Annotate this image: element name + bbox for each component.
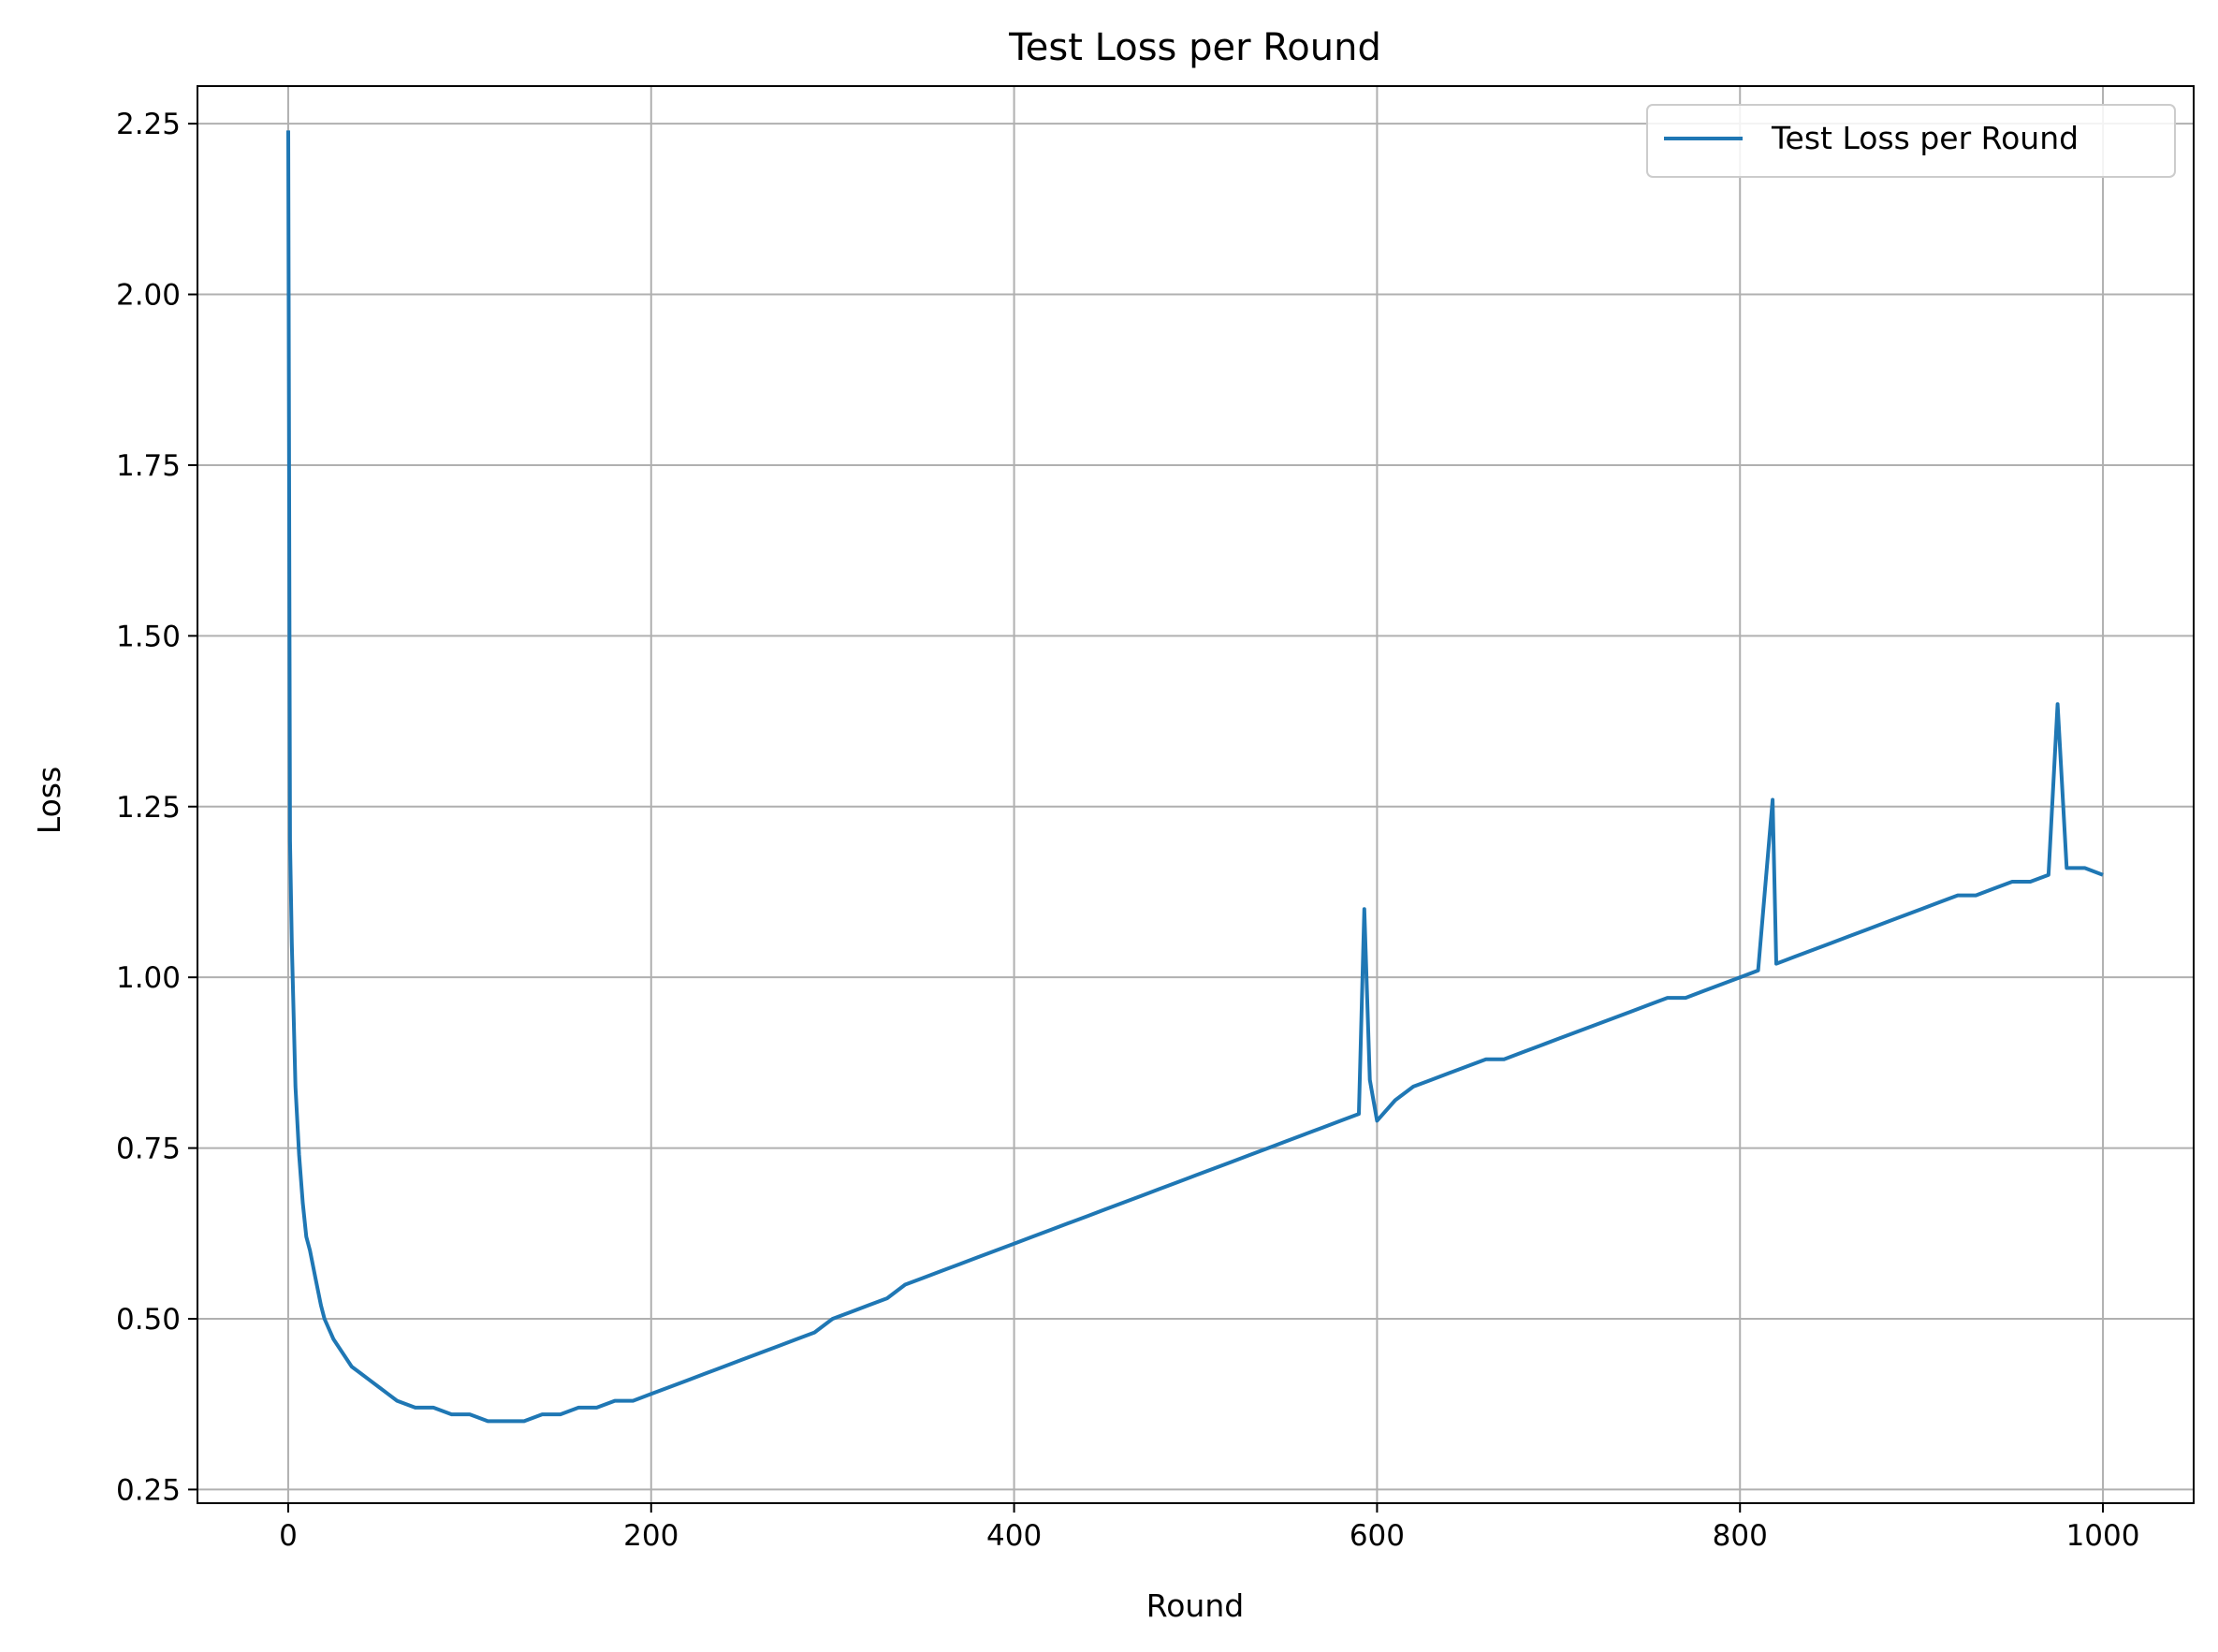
y-tick-label: 1.50 (116, 620, 181, 653)
grid (197, 86, 2194, 1503)
legend-box (1646, 104, 2176, 178)
y-tick-label: 1.25 (116, 791, 181, 825)
x-tick-label: 800 (1713, 1519, 1768, 1553)
x-axis-label: Round (1146, 1587, 1244, 1624)
y-tick-label: 0.25 (116, 1473, 181, 1507)
x-tick-label: 600 (1350, 1519, 1405, 1553)
x-tick-label: 1000 (2066, 1519, 2140, 1553)
y-tick-label: 0.50 (116, 1303, 181, 1337)
chart-title: Test Loss per Round (1008, 26, 1381, 69)
y-axis-label: Loss (31, 767, 67, 834)
x-axis-ticks: 0 200 400 600 800 1000 (279, 1503, 2139, 1553)
y-tick-label: 2.25 (116, 108, 181, 141)
x-tick-label: 200 (623, 1519, 679, 1553)
y-axis-ticks: 0.25 0.50 0.75 1.00 1.25 1.50 1.75 2.00 2.25 (116, 108, 197, 1507)
legend: Test Loss per Round (1646, 104, 2176, 178)
x-tick-label: 0 (279, 1519, 298, 1553)
y-tick-label: 1.00 (116, 961, 181, 995)
plot-frame (197, 85, 2195, 1504)
y-tick-label: 0.75 (116, 1133, 181, 1166)
y-tick-label: 2.00 (116, 279, 181, 313)
series-line (286, 130, 2104, 1424)
series-layer (286, 130, 2104, 1424)
legend-label: Test Loss per Round (1771, 120, 2079, 156)
x-tick-label: 400 (986, 1519, 1042, 1553)
y-tick-label: 1.75 (116, 449, 181, 483)
